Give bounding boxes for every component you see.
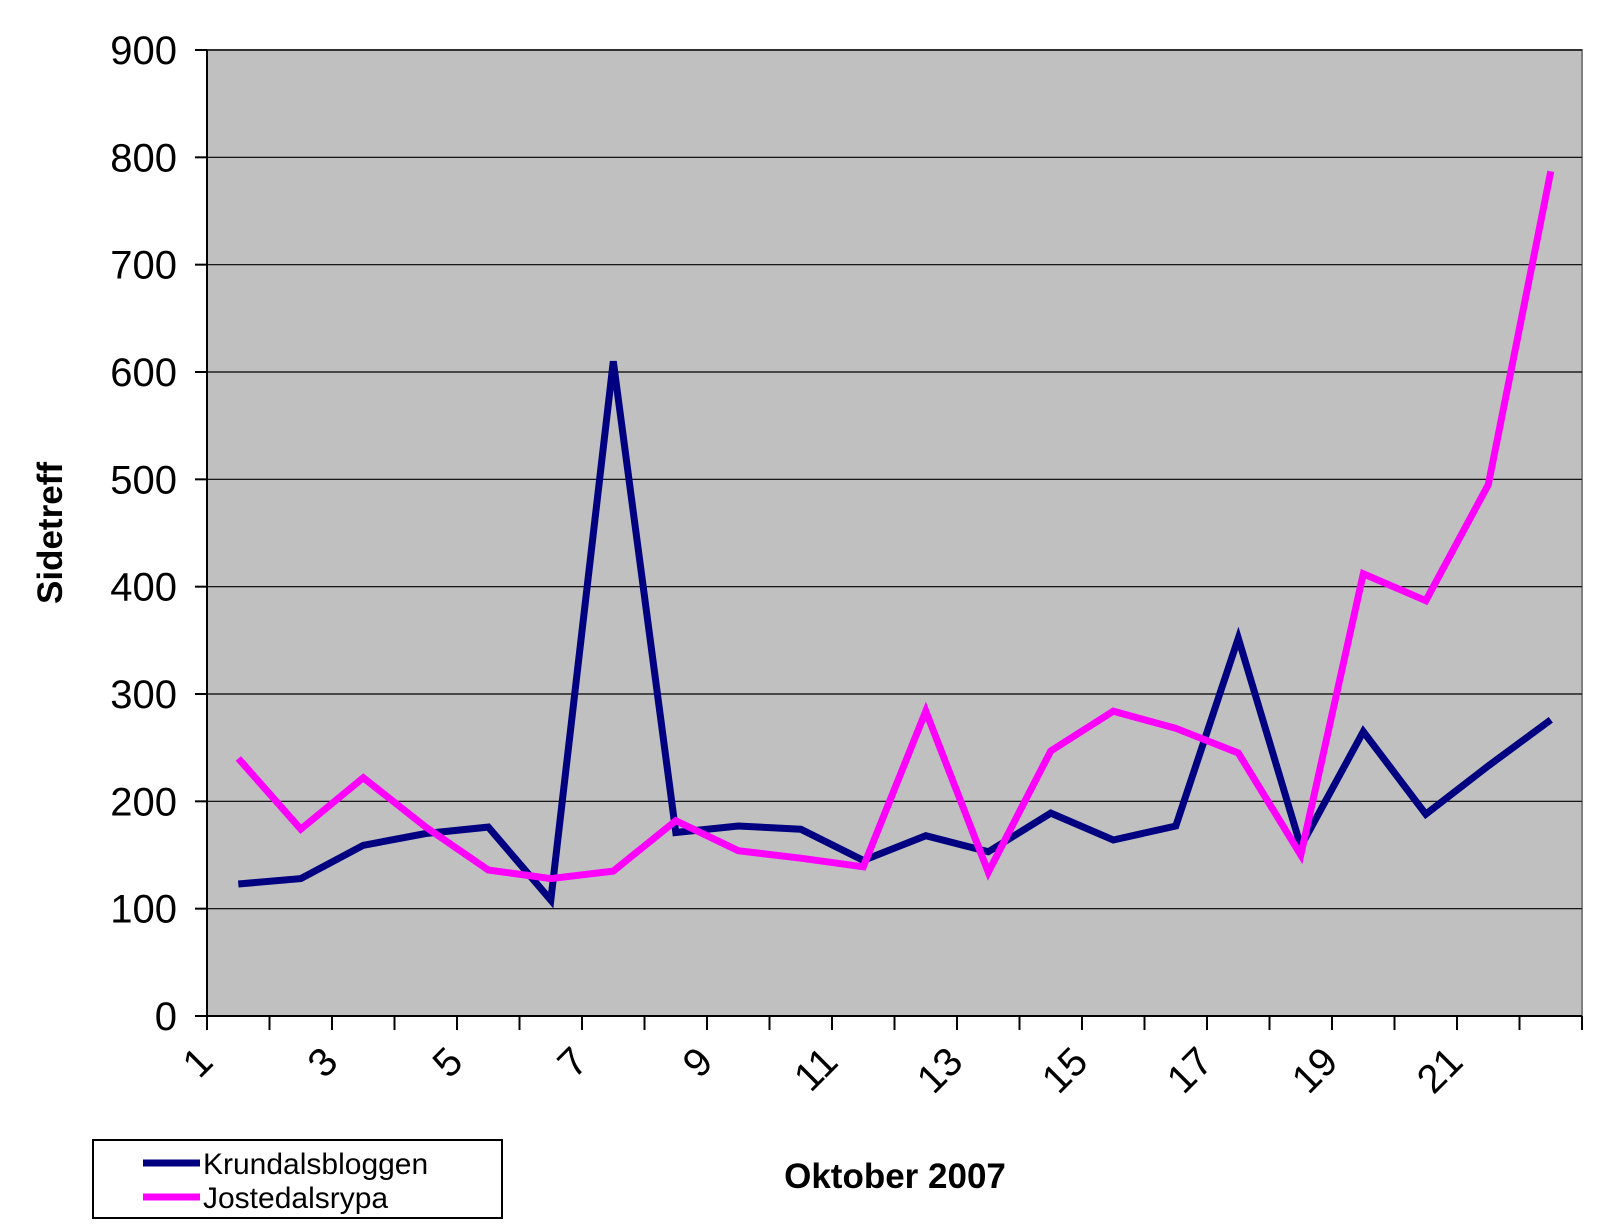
y-tick-label-0: 0 [155,995,177,1039]
y-axis-ticks: 0 100 200 300 400 500 600 700 800 900 [110,29,207,1039]
legend-label-jostedalsrypa: Jostedalsrypa [203,1182,388,1215]
legend-label-krundalsbloggen: Krundalsbloggen [203,1148,428,1181]
y-tick-label-900: 900 [110,29,177,73]
x-tick-label-5: 5 [425,1039,472,1086]
y-tick-label-200: 200 [110,780,177,824]
x-tick-label-17: 17 [1159,1039,1222,1102]
y-tick-label-600: 600 [110,351,177,395]
y-tick-label-400: 400 [110,566,177,610]
x-axis-title: Oktober 2007 [784,1157,1006,1196]
y-tick-label-300: 300 [110,673,177,717]
y-tick-label-100: 100 [110,888,177,932]
x-tick-label-9: 9 [675,1039,722,1086]
x-tick-label-3: 3 [300,1039,347,1086]
legend: Krundalsbloggen Jostedalsrypa [93,1140,502,1218]
x-tick-label-13: 13 [909,1039,972,1102]
y-tick-label-500: 500 [110,458,177,502]
y-tick-label-700: 700 [110,244,177,288]
y-tick-label-800: 800 [110,136,177,180]
y-axis-title: Sidetreff [31,462,70,604]
x-tick-label-21: 21 [1409,1039,1472,1102]
x-tick-label-1: 1 [175,1039,222,1086]
x-tick-label-11: 11 [786,1039,846,1099]
plot-area [207,50,1582,1016]
x-tick-label-7: 7 [550,1039,597,1086]
x-tick-label-15: 15 [1034,1039,1097,1102]
x-tick-label-19: 19 [1284,1039,1347,1102]
